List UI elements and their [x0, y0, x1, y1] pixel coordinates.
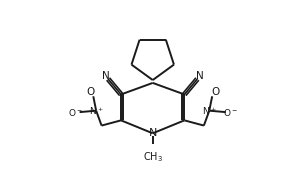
- Text: N: N: [102, 71, 110, 81]
- Text: N: N: [196, 71, 204, 81]
- Text: O: O: [211, 87, 219, 97]
- Text: O: O: [86, 87, 94, 97]
- Text: $\mathregular{O^-}$: $\mathregular{O^-}$: [68, 107, 83, 118]
- Text: N: N: [148, 128, 157, 138]
- Text: $\mathregular{N^+}$: $\mathregular{N^+}$: [202, 105, 217, 117]
- Text: $\mathregular{O^-}$: $\mathregular{O^-}$: [223, 107, 238, 118]
- Text: CH$_3$: CH$_3$: [143, 150, 163, 164]
- Text: $\mathregular{N^+}$: $\mathregular{N^+}$: [89, 105, 103, 117]
